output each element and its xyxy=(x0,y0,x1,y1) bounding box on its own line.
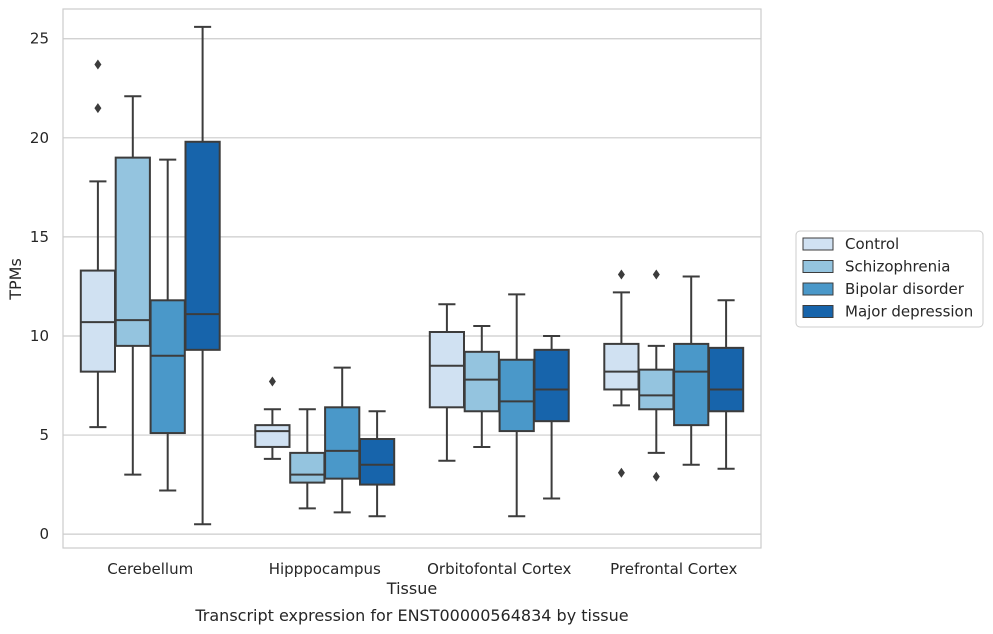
outlier-marker xyxy=(617,467,625,478)
box-schizophrenia xyxy=(114,95,151,476)
outlier-marker xyxy=(94,59,102,70)
y-tick-label: 10 xyxy=(30,327,49,345)
box-major-depression xyxy=(707,299,745,470)
legend-label: Schizophrenia xyxy=(845,258,950,276)
box-control xyxy=(603,269,640,478)
y-tick-label: 0 xyxy=(39,525,49,543)
box-body xyxy=(254,424,291,448)
x-tick-label: Cerebellum xyxy=(107,560,193,578)
box-body xyxy=(533,348,570,423)
box-body xyxy=(673,342,710,427)
x-tick-label: Hipppocampus xyxy=(269,560,381,578)
legend-label: Bipolar disorder xyxy=(845,280,965,298)
y-tick-label: 5 xyxy=(39,426,49,444)
box-body xyxy=(463,350,500,413)
box-bipolar-disorder xyxy=(673,275,710,466)
box-body xyxy=(638,368,675,411)
plot-frame xyxy=(62,8,762,549)
box-body xyxy=(707,346,745,413)
box-body xyxy=(289,451,326,484)
y-tick-label: 15 xyxy=(30,228,49,246)
box-major-depression xyxy=(184,25,221,526)
legend-items: Control Schizophrenia Bipolar disorder Majo… xyxy=(802,235,973,321)
box-major-depression xyxy=(358,410,396,518)
legend-swatch xyxy=(802,282,834,296)
legend-swatch xyxy=(802,237,834,251)
x-tick-label: Prefrontal Cortex xyxy=(610,560,737,578)
outlier-marker xyxy=(617,269,625,280)
box-series xyxy=(79,25,745,526)
plot-background xyxy=(63,9,761,548)
box-body xyxy=(149,299,186,435)
legend-swatch xyxy=(802,260,834,273)
legend-label: Major depression xyxy=(845,303,973,321)
x-axis-ticks: Cerebellum Hipppocampus Orbitofontal Corte… xyxy=(107,560,737,578)
y-axis-title: TPMs xyxy=(6,258,25,301)
legend-swatch xyxy=(802,305,834,318)
legend-frame xyxy=(795,230,984,328)
box-bipolar-disorder xyxy=(149,158,186,492)
box-body xyxy=(428,331,466,409)
y-tick-label: 25 xyxy=(30,30,49,48)
outlier-marker xyxy=(268,376,276,387)
box-body xyxy=(114,156,151,347)
box-body xyxy=(603,342,640,391)
box-body xyxy=(358,438,396,486)
box-schizophrenia xyxy=(463,325,500,448)
box-body xyxy=(324,406,361,480)
y-tick-label: 20 xyxy=(30,129,49,147)
legend: Control Schizophrenia Bipolar disorder Majo… xyxy=(795,230,984,328)
box-body xyxy=(498,358,535,433)
outlier-marker xyxy=(652,471,660,482)
x-axis-title: Tissue xyxy=(386,579,437,598)
outlier-marker xyxy=(652,269,660,280)
x-tick-label: Orbitofontal Cortex xyxy=(427,560,571,578)
chart-caption: Transcript expression for ENST0000056483… xyxy=(194,606,628,625)
outlier-marker xyxy=(94,103,102,114)
legend-label: Control xyxy=(845,235,899,253)
box-major-depression xyxy=(533,334,570,500)
box-body xyxy=(184,140,221,351)
y-axis-ticks: 0 5 10 15 20 25 xyxy=(30,30,49,543)
box-control xyxy=(254,376,291,460)
box-bipolar-disorder xyxy=(498,293,535,518)
